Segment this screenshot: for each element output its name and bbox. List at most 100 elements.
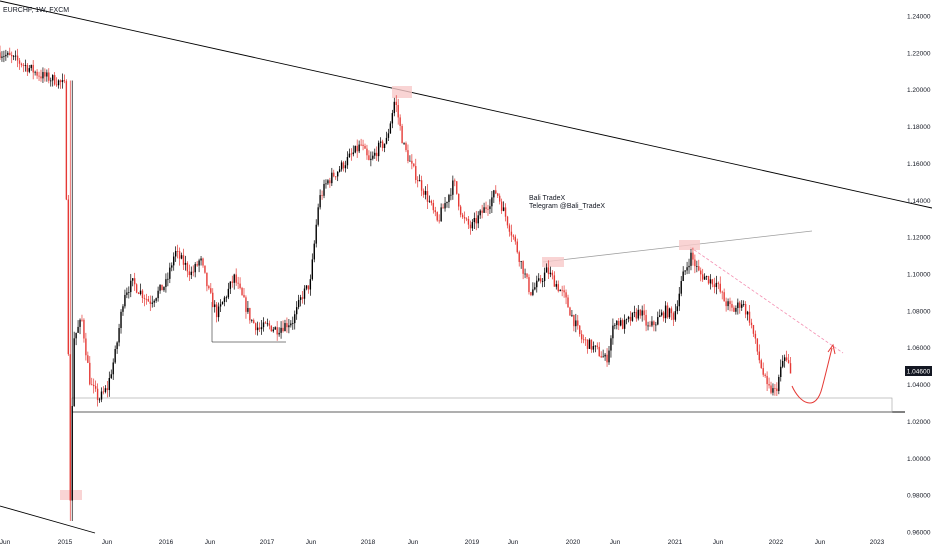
candle-body — [764, 374, 766, 376]
lower-trendline[interactable] — [0, 505, 96, 534]
x-tick-label: Jun — [713, 539, 724, 546]
candle-body — [563, 290, 565, 293]
candle-body — [356, 145, 358, 152]
candle-body — [670, 308, 673, 314]
candle-body — [92, 384, 95, 387]
candle-body — [26, 65, 29, 72]
highlight-box-2021-peak[interactable] — [679, 240, 700, 250]
candle-body — [297, 299, 300, 308]
candle-body — [329, 180, 331, 184]
y-tick-label: 1.20000 — [907, 87, 931, 94]
candle-body — [190, 271, 192, 276]
candle-body — [53, 75, 56, 85]
candle-body — [389, 123, 392, 134]
candle-body — [573, 314, 575, 327]
candle-body — [586, 339, 589, 349]
candle-body — [245, 297, 247, 312]
candle-body — [426, 191, 429, 202]
candle-body — [506, 216, 509, 226]
candle-body — [173, 256, 175, 266]
candle-body — [674, 311, 677, 320]
candle-body — [292, 323, 294, 324]
forecast-arrow[interactable] — [791, 347, 833, 404]
candle-body — [780, 366, 782, 378]
candle-body — [727, 301, 729, 307]
candle-body — [602, 356, 604, 358]
resistance-line[interactable] — [542, 230, 813, 263]
y-tick-label: 1.22000 — [907, 50, 931, 57]
candle-body — [541, 281, 544, 282]
x-tick-label: 2020 — [566, 539, 581, 546]
candle-body — [243, 294, 245, 298]
candle-body — [610, 338, 612, 351]
candle-body — [631, 312, 634, 321]
candle-body — [20, 63, 23, 66]
candle-body — [530, 292, 532, 295]
candle-body — [395, 101, 397, 106]
time-axis[interactable]: Jun 2015 Jun 2016 Jun 2017 Jun 2018 Jun 2019 Jun 20… — [0, 539, 885, 546]
candle-body — [641, 310, 643, 316]
dashed-trendline[interactable] — [689, 246, 844, 354]
candle-body — [434, 210, 436, 213]
candle-body — [659, 315, 661, 318]
candle-body — [497, 193, 499, 196]
header: EURCHF, 1W, FXCM — [3, 7, 69, 14]
candle-body — [393, 101, 395, 114]
candle-body — [735, 308, 737, 312]
candle-body — [768, 384, 770, 386]
candle-body — [397, 105, 399, 118]
candle-body — [487, 208, 489, 210]
price-axis[interactable]: 1.24000 1.22000 1.20000 1.18000 1.16000 1.140… — [907, 14, 931, 537]
candle-body — [748, 311, 751, 323]
candle-body — [387, 133, 390, 138]
candle-body — [590, 339, 593, 350]
candle-body — [262, 322, 265, 328]
candle-body — [420, 180, 423, 191]
candle-body — [229, 281, 232, 289]
trend-lines — [0, 0, 932, 534]
candle-body — [705, 276, 708, 277]
candle-body — [645, 314, 647, 326]
annotation-line-1: Bali TradeX — [529, 195, 566, 202]
y-tick-label: 1.02000 — [907, 419, 931, 426]
highlight-box-2019-peak[interactable] — [542, 257, 564, 267]
candle-body — [85, 338, 87, 356]
y-tick-label: 1.16000 — [907, 161, 931, 168]
candle-body — [188, 271, 191, 276]
candle-body — [682, 271, 684, 282]
candle-body — [502, 207, 505, 211]
highlight-box-2018-high[interactable] — [392, 86, 412, 98]
candle-body — [323, 183, 325, 196]
candle-body — [204, 265, 206, 273]
candle-body — [778, 377, 780, 392]
x-tick-label: 2015 — [58, 539, 73, 546]
candle-body — [471, 222, 474, 229]
candle-body — [163, 286, 165, 291]
candle-body — [379, 141, 382, 143]
candle-body — [202, 258, 204, 266]
candle-body — [249, 307, 251, 321]
candle-body — [606, 354, 608, 363]
upper-trendline[interactable] — [0, 0, 932, 209]
candle-body — [44, 72, 46, 77]
candle-body — [707, 276, 710, 284]
support-zone[interactable] — [71, 397, 893, 413]
candle-body — [432, 202, 435, 211]
candle-body — [110, 374, 112, 379]
candle-body — [362, 144, 364, 146]
candle-body — [385, 137, 388, 144]
candle-body — [374, 152, 376, 156]
candle-body — [456, 181, 458, 194]
candle-body — [71, 406, 73, 501]
candle-body — [128, 292, 130, 293]
candle-body — [258, 327, 261, 330]
candle-body — [438, 220, 440, 222]
highlight-box-2015-low[interactable] — [60, 490, 82, 500]
x-tick-label: 2023 — [870, 539, 885, 546]
candle-body — [651, 321, 653, 326]
candle-body — [155, 298, 157, 301]
candle-body — [235, 274, 237, 283]
candle-body — [114, 349, 116, 363]
candle-body — [288, 325, 290, 328]
